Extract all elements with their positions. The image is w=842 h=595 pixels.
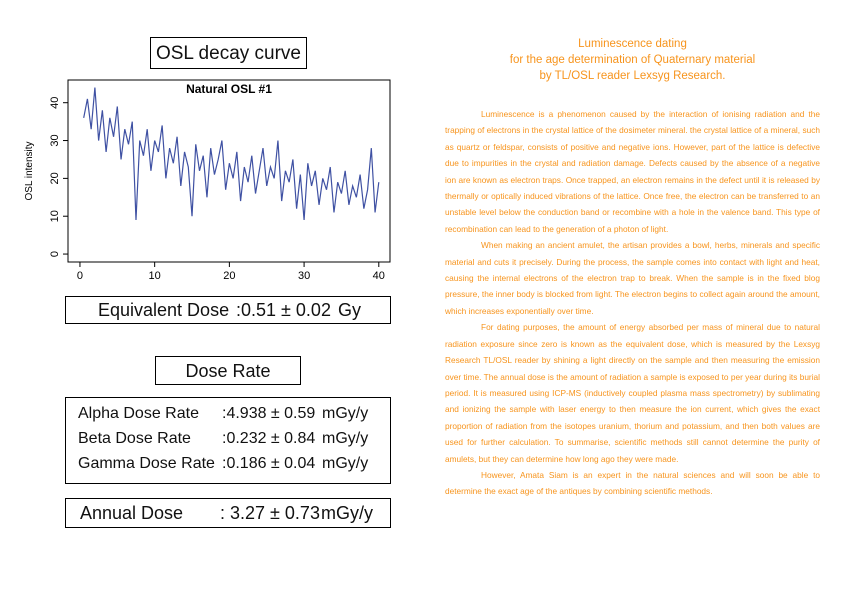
plot-frame [67,79,391,263]
x-tick-label: 0 [77,270,83,280]
x-tick-label: 40 [373,270,385,280]
x-tick-label: 20 [223,270,235,280]
value: : 3.27 ± 0.73 [220,503,320,523]
title-box: OSL decay curve [150,37,307,69]
rate-value: :4.938 ± 0.59 [222,405,316,422]
dose-rates-box: Alpha Dose Rate :4.938 ± 0.59 mGy/y Beta Do… [65,397,391,484]
y-tick-label: 30 [49,134,61,146]
label: Equivalent Dose [98,300,230,320]
rate-unit: mGy/y [322,455,369,472]
data-line [83,87,380,221]
rate-value: :0.232 ± 0.84 [222,430,316,447]
x-tick-label: 10 [149,270,161,280]
y-tick-label: 0 [49,251,61,257]
rate-unit: mGy/y [322,405,369,422]
label: Annual Dose [80,503,184,523]
unit: mGy/y [321,503,373,523]
rate-value: :0.186 ± 0.04 [222,455,316,472]
rate-unit: mGy/y [322,430,369,447]
unit: Gy [338,300,362,320]
rate-label: Beta Dose Rate [78,430,191,447]
y-tick-label: 20 [49,172,61,184]
article-title-line: Luminescence dating [578,38,687,50]
y-tick-label: 40 [49,97,61,109]
dose-rate-title-box: Dose Rate [155,356,301,385]
section-title: Dose Rate [185,361,271,381]
paragraph: When making an ancient amulet, the artis… [445,240,820,316]
chart: Natural OSL #1 OSL intensity 0 10 20 30 40 0 1… [24,79,391,280]
article-title: Luminescence dating for the age determina… [445,36,820,84]
equivalent-dose-box: Equivalent Dose :0.51 ± 0.02 Gy [65,296,391,324]
article: Luminescence dating for the age determina… [445,36,820,500]
paragraph: Luminescence is a phenomenon caused by t… [445,109,820,234]
section-title: OSL decay curve [155,43,302,64]
y-axis-label: OSL intensity [24,141,35,200]
value: :0.51 ± 0.02 [236,300,331,320]
x-tick-label: 30 [298,270,310,280]
annual-dose-box: Annual Dose : 3.27 ± 0.73 mGy/y [65,498,391,528]
paragraph: However, Amata Siam is an expert in the … [445,469,820,497]
rate-label: Gamma Dose Rate [78,455,215,472]
chart-title: Natural OSL #1 [186,82,272,96]
paragraph: For dating purposes, the amount of energ… [445,322,820,464]
y-tick-label: 10 [49,210,61,222]
article-title-line: for the age determination of Quaternary … [509,54,756,66]
article-title-line: by TL/OSL reader Lexsyg Research. [539,70,726,82]
rate-label: Alpha Dose Rate [78,405,199,422]
